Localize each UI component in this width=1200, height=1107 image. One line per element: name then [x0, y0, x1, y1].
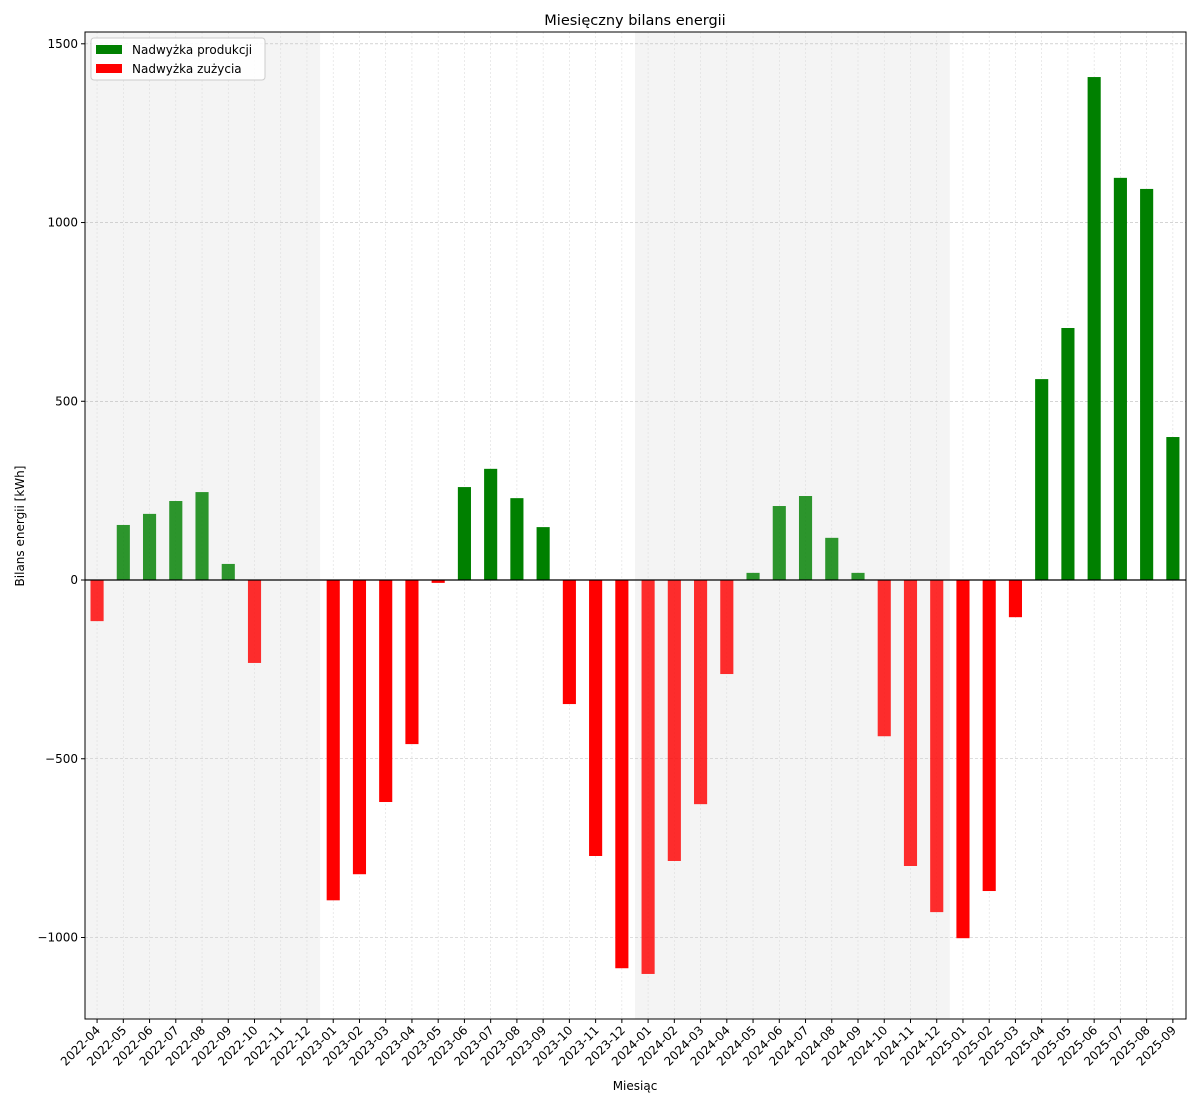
bar-2025-08 [1140, 188, 1154, 581]
bar-2025-04 [1035, 379, 1049, 581]
bar-2024-07 [798, 496, 813, 581]
y-tick-label: −500 [45, 752, 78, 766]
bar-2022-04 [90, 580, 104, 622]
bar-2025-07 [1113, 177, 1127, 581]
y-tick-label: 1000 [47, 216, 78, 230]
bar-2022-10 [247, 580, 262, 663]
bar-2024-08 [825, 537, 839, 581]
legend: Nadwyżka produkcji Nadwyżka zużycia [90, 37, 266, 81]
bar-2025-05 [1061, 327, 1075, 581]
bar-2023-07 [484, 468, 498, 581]
legend-swatch-production [96, 45, 122, 54]
y-axis-label: Bilans energii [kWh] [13, 466, 27, 587]
bar-2024-01 [641, 580, 655, 974]
bar-2022-09 [221, 563, 235, 581]
bar-2023-11 [589, 580, 603, 856]
y-tick-label: −1000 [37, 930, 78, 944]
bar-2023-06 [457, 487, 471, 581]
bar-2024-09 [851, 572, 865, 581]
y-tick-label: 500 [55, 394, 78, 408]
legend-label-consumption: Nadwyżka zużycia [132, 62, 242, 76]
bar-2023-04 [405, 580, 419, 745]
bar-2025-02 [982, 580, 996, 892]
bar-2024-05 [746, 572, 760, 581]
bar-2025-03 [1008, 580, 1023, 618]
bar-2023-10 [562, 580, 576, 705]
bar-2025-01 [956, 580, 970, 939]
bar-2025-09 [1166, 437, 1180, 581]
bar-2025-06 [1087, 77, 1101, 581]
x-axis-label: Miesiąc [613, 1079, 658, 1093]
legend-label-production: Nadwyżka produkcji [132, 43, 252, 57]
plot-frame [84, 31, 1187, 1020]
bar-2023-12 [615, 580, 629, 969]
bar-2024-03 [694, 580, 708, 805]
bar-2024-02 [667, 580, 681, 861]
bar-2023-02 [352, 580, 367, 875]
bar-2024-04 [720, 580, 734, 675]
bar-2024-12 [930, 580, 944, 913]
bar-2023-03 [379, 580, 393, 803]
bar-2023-09 [536, 527, 550, 581]
bar-2024-10 [877, 580, 891, 737]
bar-2023-01 [326, 580, 340, 901]
bar-2022-05 [116, 524, 130, 581]
bar-2024-11 [903, 580, 918, 866]
bar-2023-05 [431, 580, 445, 583]
y-tick-label: 0 [70, 573, 78, 587]
y-tick-label: 1500 [47, 37, 78, 51]
legend-swatch-consumption [96, 64, 122, 73]
year-shading-2024 [634, 32, 950, 1019]
bar-2022-06 [142, 513, 157, 581]
bar-2024-06 [772, 506, 786, 581]
chart-title: Miesięczny bilans energii [544, 13, 725, 29]
bar-2023-08 [510, 498, 524, 581]
bar-2022-07 [169, 501, 183, 581]
bar-2022-08 [195, 492, 209, 581]
